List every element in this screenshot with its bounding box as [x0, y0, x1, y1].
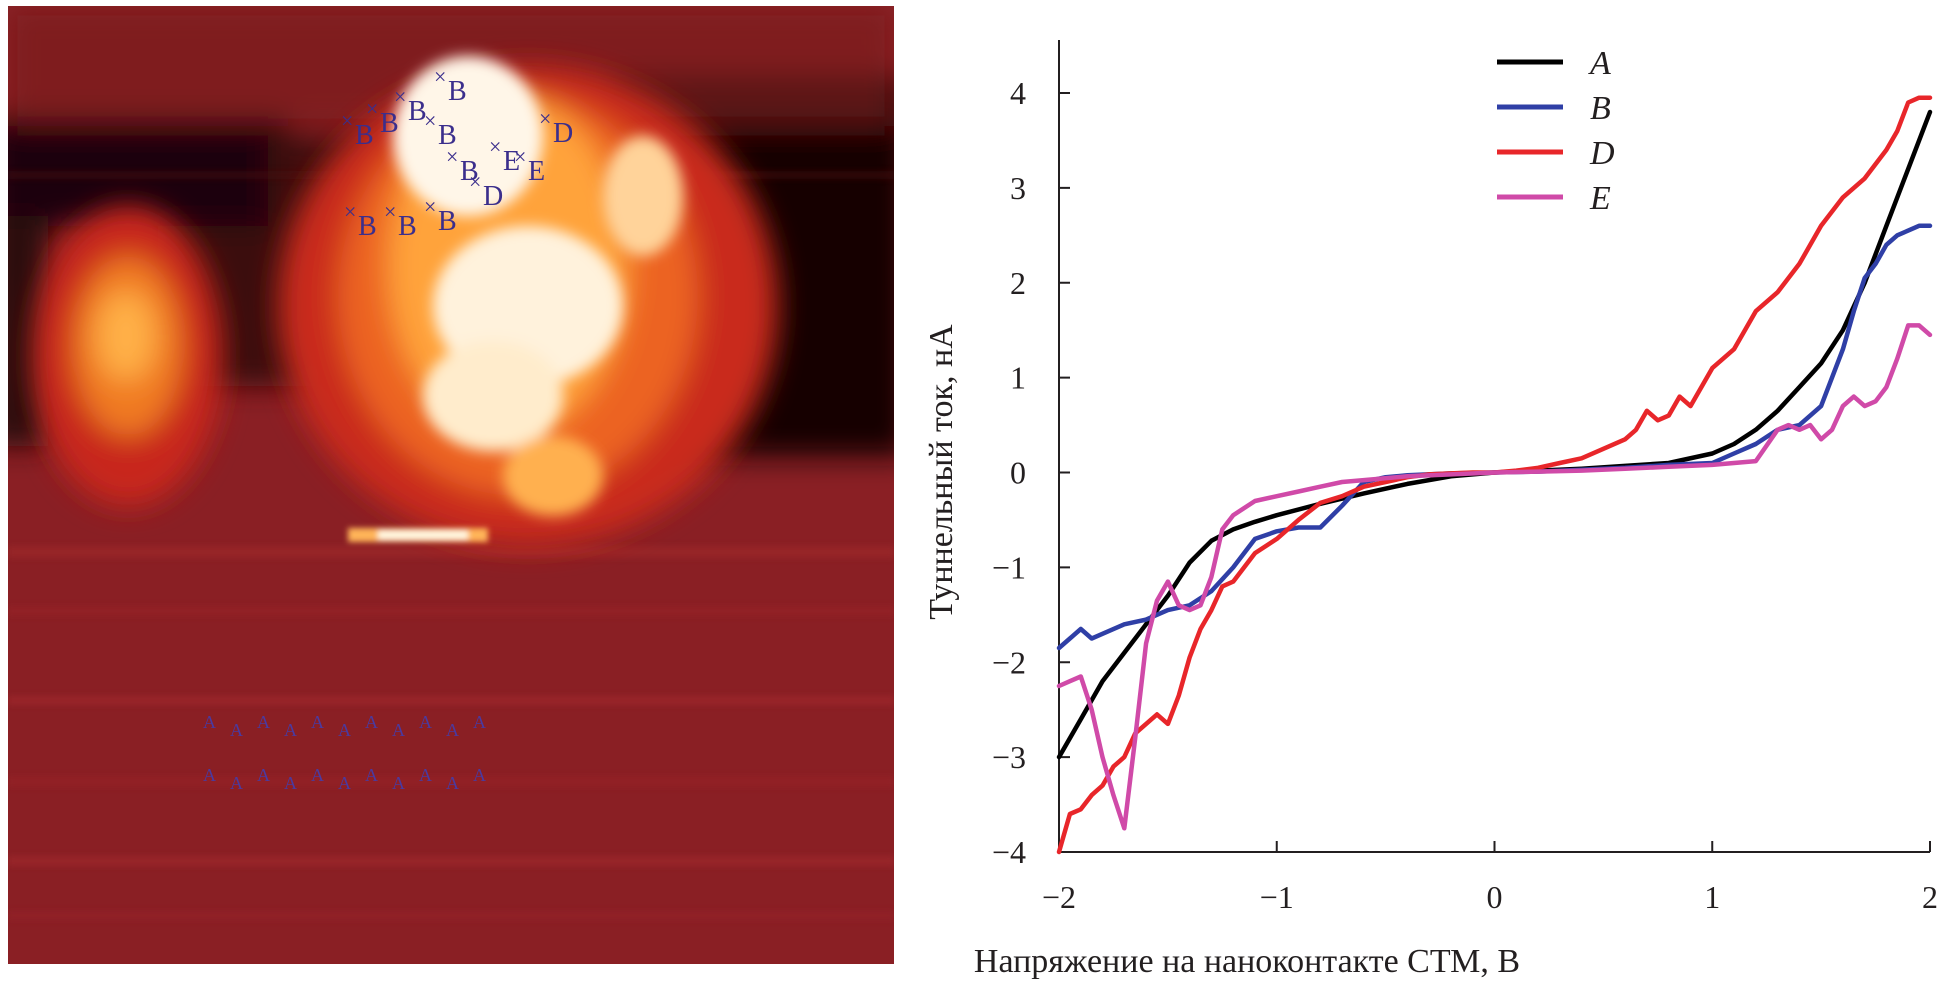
marker-d: × D [469, 169, 503, 212]
upper-marker-cluster: × B× B× B× B × B× D× E× B × E× D× B× B× B [341, 64, 573, 242]
marker-e: × E [514, 144, 545, 187]
series-line-b [1056, 223, 1933, 651]
svg-text:B: B [358, 211, 377, 242]
marker-a: A [257, 765, 270, 785]
marker-a: A [473, 712, 486, 732]
legend-label-d: D [1589, 135, 1615, 172]
x-tick-label: 1 [1704, 879, 1720, 915]
marker-d: × D [539, 106, 573, 149]
svg-text:B: B [408, 96, 427, 127]
svg-text:×: × [469, 169, 481, 194]
series-line-e [1056, 323, 1933, 831]
y-tick-label: −1 [992, 549, 1026, 585]
y-tick-label: 0 [1010, 455, 1026, 491]
marker-b: × B [424, 108, 457, 151]
x-tick-label: 2 [1922, 879, 1938, 915]
marker-b: × B [446, 144, 479, 187]
y-tick-label: 4 [1010, 75, 1026, 111]
legend-label-e: E [1589, 180, 1611, 217]
svg-text:×: × [366, 96, 378, 121]
marker-b: × B [344, 199, 377, 242]
svg-text:B: B [460, 156, 479, 187]
series-lines [1056, 95, 1933, 855]
marker-a: A [338, 720, 351, 740]
series-line-d [1056, 95, 1933, 855]
marker-a: A [446, 773, 459, 793]
svg-text:E: E [528, 156, 545, 187]
svg-text:×: × [344, 199, 356, 224]
legend-label-a: A [1588, 45, 1611, 82]
lower-marker-rows: A A A A A A A A A A AA A A A A A A A A A A [203, 712, 486, 793]
x-tick-label: −2 [1042, 879, 1076, 915]
marker-a: A [203, 712, 216, 732]
y-tick-label: 3 [1010, 170, 1026, 206]
svg-text:×: × [446, 144, 458, 169]
svg-text:×: × [394, 84, 406, 109]
y-tick-label: −2 [992, 644, 1026, 680]
y-tick-label: 1 [1010, 360, 1026, 396]
marker-a: A [419, 765, 432, 785]
svg-text:B: B [355, 120, 374, 151]
svg-text:D: D [553, 118, 573, 149]
svg-text:×: × [384, 199, 396, 224]
y-tick-label: −4 [992, 834, 1026, 870]
legend-label-b: B [1590, 90, 1611, 127]
svg-text:B: B [438, 120, 457, 151]
marker-a: A [392, 773, 405, 793]
marker-a: A [365, 712, 378, 732]
svg-text:B: B [380, 108, 399, 139]
marker-a: A [392, 720, 405, 740]
marker-a: A [419, 712, 432, 732]
marker-b: × B [341, 108, 374, 151]
chart-axes: −4 −3 −2 −1 0 1 2 3 4 −2 −1 0 1 2 [992, 40, 1938, 915]
marker-a: A [230, 773, 243, 793]
marker-b: × B [394, 84, 427, 127]
marker-a: A [338, 773, 351, 793]
x-tick-label: 0 [1487, 879, 1503, 915]
marker-b: × B [366, 96, 399, 139]
svg-text:×: × [424, 108, 436, 133]
marker-b: × B [424, 194, 457, 237]
marker-b: × B [434, 64, 467, 107]
marker-a: A [203, 765, 216, 785]
marker-e: × E [489, 134, 520, 177]
marker-a: A [284, 773, 297, 793]
marker-a: A [473, 765, 486, 785]
svg-text:×: × [539, 106, 551, 131]
marker-a: A [284, 720, 297, 740]
svg-text:×: × [341, 108, 353, 133]
marker-b: × B [384, 199, 417, 242]
marker-a: A [365, 765, 378, 785]
x-tick-label: −1 [1260, 879, 1294, 915]
svg-text:B: B [448, 76, 467, 107]
y-tick-label: −3 [992, 739, 1026, 775]
svg-text:B: B [438, 206, 457, 237]
svg-text:×: × [514, 144, 526, 169]
marker-a: A [311, 712, 324, 732]
y-axis-label: Туннельный ток, нА [923, 324, 960, 620]
svg-text:×: × [424, 194, 436, 219]
y-tick-label: 2 [1010, 265, 1026, 301]
marker-a: A [446, 720, 459, 740]
marker-a: A [257, 712, 270, 732]
svg-text:×: × [489, 134, 501, 159]
svg-text:D: D [483, 181, 503, 212]
svg-text:B: B [398, 211, 417, 242]
marker-a: A [311, 765, 324, 785]
stm-topography-image: × B× B× B× B × B× D× E× B × E× D× B× B× B A A A A A A A A A A AA A… [0, 6, 908, 964]
svg-text:×: × [434, 64, 446, 89]
svg-text:E: E [503, 146, 520, 177]
marker-a: A [230, 720, 243, 740]
x-axis-label: Напряжение на наноконтакте СТМ, В [974, 943, 1520, 980]
